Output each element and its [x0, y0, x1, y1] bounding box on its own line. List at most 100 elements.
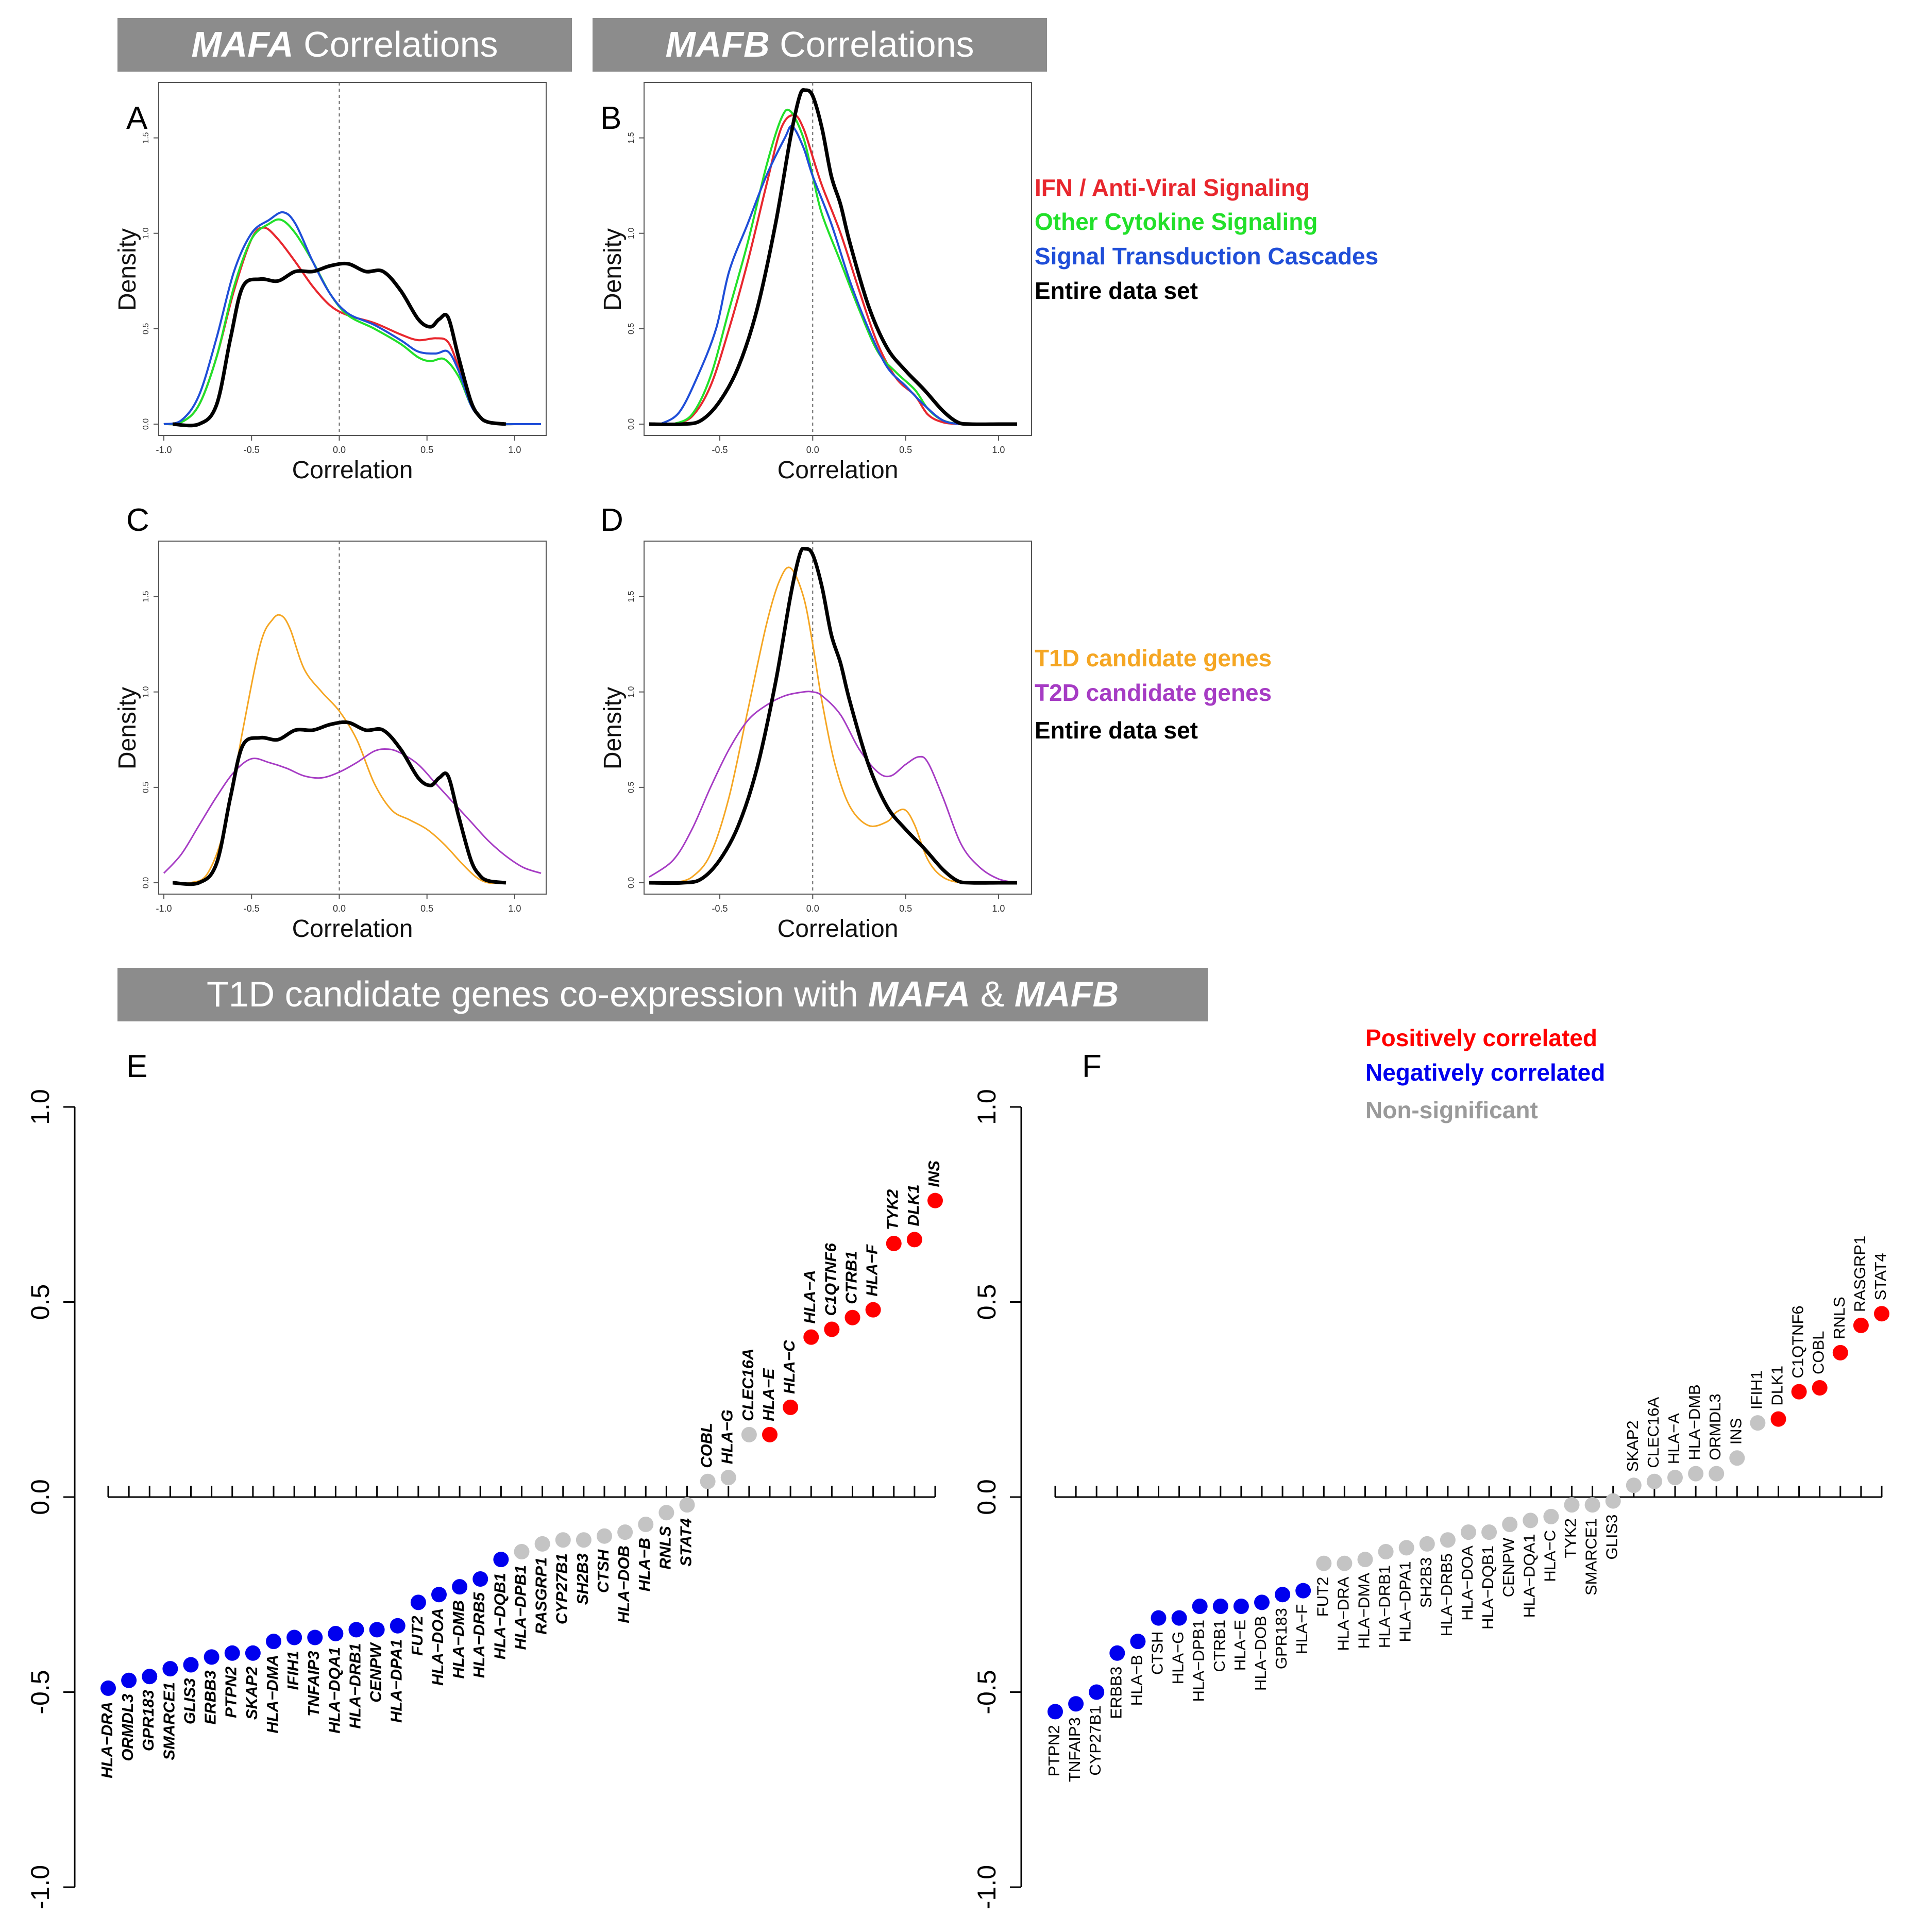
gene-dot	[1832, 1345, 1848, 1360]
gene-label: SMARCE1	[1582, 1518, 1600, 1595]
gene-dot	[1750, 1415, 1766, 1431]
legend-top-item: Entire data set	[1035, 277, 1198, 304]
gene-label: HLA−DOB	[615, 1545, 633, 1623]
y-tick-label: 0.5	[142, 323, 150, 334]
y-tick-label: 0.5	[26, 1284, 55, 1320]
x-tick-label: 0.5	[420, 445, 433, 455]
density-line-entire-data-set	[172, 720, 506, 886]
gene-dot	[1316, 1555, 1332, 1571]
y-tick-label: 0.0	[972, 1479, 1001, 1515]
t1d-header-bar	[117, 968, 1208, 1021]
density-panel-a: -1.0 -0.5 0.0 0.5 1.0 0.0 0.5 1.0 1.5 Correlation…	[114, 82, 547, 484]
gene-label: C1QTNF6	[821, 1242, 839, 1316]
gene-label: PTPN2	[1045, 1725, 1063, 1776]
panel-letter-a: A	[126, 100, 148, 136]
gene-label: SH2B3	[1417, 1557, 1435, 1608]
gene-dot	[452, 1579, 468, 1595]
gene-dot	[1378, 1543, 1394, 1559]
gene-label: SKAP2	[243, 1667, 261, 1720]
plot-frame	[158, 82, 547, 436]
gene-label: CTSH	[594, 1549, 612, 1593]
gene-dot	[1729, 1450, 1745, 1466]
gene-dot	[1440, 1532, 1456, 1548]
panel-letter-b: B	[600, 100, 621, 136]
plot-frame	[644, 541, 1032, 895]
density-line-ifn-anti-viral-signaling	[673, 114, 980, 426]
y-axis-label: Density	[114, 687, 141, 769]
x-tick-label: 1.0	[992, 445, 1005, 455]
gene-dot	[1709, 1466, 1725, 1482]
gene-dot	[390, 1618, 406, 1634]
legend-bottom-item: Negatively correlated	[1365, 1059, 1605, 1086]
gene-dot	[1068, 1696, 1084, 1712]
dotplot-panel-f: -1.0 -0.5 0.0 0.5 1.0 PTPN2 TNFAIP3 CYP27B1ERBB…	[972, 1089, 1889, 1909]
gene-dot	[1543, 1508, 1559, 1524]
gene-label: HLA−B	[1127, 1655, 1145, 1706]
gene-dot	[844, 1309, 860, 1325]
gene-dot	[142, 1669, 158, 1685]
gene-label: INS	[1727, 1418, 1745, 1445]
gene-dot	[1770, 1411, 1786, 1427]
mafa-header-title: MAFA Correlations	[191, 24, 498, 64]
gene-dot	[741, 1426, 757, 1442]
gene-label: HLA−B	[635, 1538, 653, 1591]
gene-dot	[266, 1634, 281, 1650]
legend-top: IFN / Anti-Viral Signaling Other Cytokin…	[1035, 174, 1378, 304]
gene-label: CYP27B1	[553, 1553, 571, 1624]
gene-label: TNFAIP3	[1066, 1717, 1084, 1782]
gene-label: HLA−A	[801, 1270, 819, 1323]
mafa-header-rest: Correlations	[294, 24, 498, 64]
gene-dot	[1605, 1493, 1621, 1509]
gene-dot	[638, 1516, 654, 1532]
gene-label: TNFAIP3	[305, 1651, 323, 1717]
y-tick-label: 0.0	[26, 1479, 55, 1515]
gene-label: RASGRP1	[532, 1557, 550, 1635]
legend-top-item: Other Cytokine Signaling	[1035, 208, 1318, 235]
gene-dot	[720, 1470, 736, 1486]
gene-dot	[1295, 1583, 1311, 1599]
x-tick-label: -0.5	[244, 903, 260, 914]
x-tick-label: -0.5	[712, 903, 728, 914]
y-tick-label: -1.0	[26, 1865, 55, 1909]
y-tick-label: 1.0	[142, 686, 150, 697]
gene-dot	[1667, 1470, 1683, 1486]
mafb-header-title: MAFB Correlations	[665, 24, 974, 64]
y-tick-label: 0.5	[142, 782, 150, 793]
density-panel-b: -0.5 0.0 0.5 1.0 0.0 0.5 1.0 1.5 Correlation Dens…	[599, 82, 1032, 484]
gene-dot	[1254, 1594, 1270, 1610]
gene-dot	[328, 1625, 344, 1641]
gene-label: HLA−DRB1	[346, 1643, 364, 1728]
gene-label: HLA−G	[1169, 1632, 1187, 1685]
gene-dot	[1523, 1513, 1539, 1528]
gene-dot	[886, 1235, 902, 1251]
gene-label: HLA−DMB	[1685, 1384, 1703, 1460]
gene-dot	[121, 1672, 137, 1688]
gene-dot	[245, 1645, 261, 1661]
mafb-header-rest: Correlations	[770, 24, 974, 64]
gene-label: ERBB3	[201, 1670, 219, 1724]
gene-dot	[803, 1329, 819, 1345]
gene-label: HLA−F	[1293, 1604, 1311, 1654]
gene-label: INS	[925, 1161, 943, 1187]
gene-dot	[658, 1505, 674, 1521]
gene-dot	[1461, 1524, 1476, 1540]
gene-dot	[1398, 1540, 1414, 1556]
gene-label: SH2B3	[573, 1553, 592, 1605]
density-line-signal-transduction-cascades	[660, 125, 980, 426]
gene-label: ERBB3	[1107, 1667, 1125, 1719]
density-line-entire-data-set	[172, 261, 506, 428]
y-tick-label: 1.5	[142, 591, 150, 602]
x-axis-label: Correlation	[778, 915, 899, 943]
gene-label: TYK2	[1562, 1518, 1580, 1558]
legend-bottom-item: Non-significant	[1365, 1097, 1538, 1123]
gene-dot	[204, 1649, 219, 1665]
gene-dot	[100, 1680, 116, 1696]
y-tick-label: 1.0	[142, 227, 150, 239]
gene-dot	[1564, 1497, 1580, 1513]
y-tick-label: -1.0	[972, 1865, 1001, 1909]
gene-dot	[1337, 1555, 1353, 1571]
gene-label: HLA−DQB1	[1479, 1545, 1497, 1629]
gene-label: COBL	[1810, 1331, 1828, 1374]
y-tick-label: 1.5	[627, 591, 636, 602]
